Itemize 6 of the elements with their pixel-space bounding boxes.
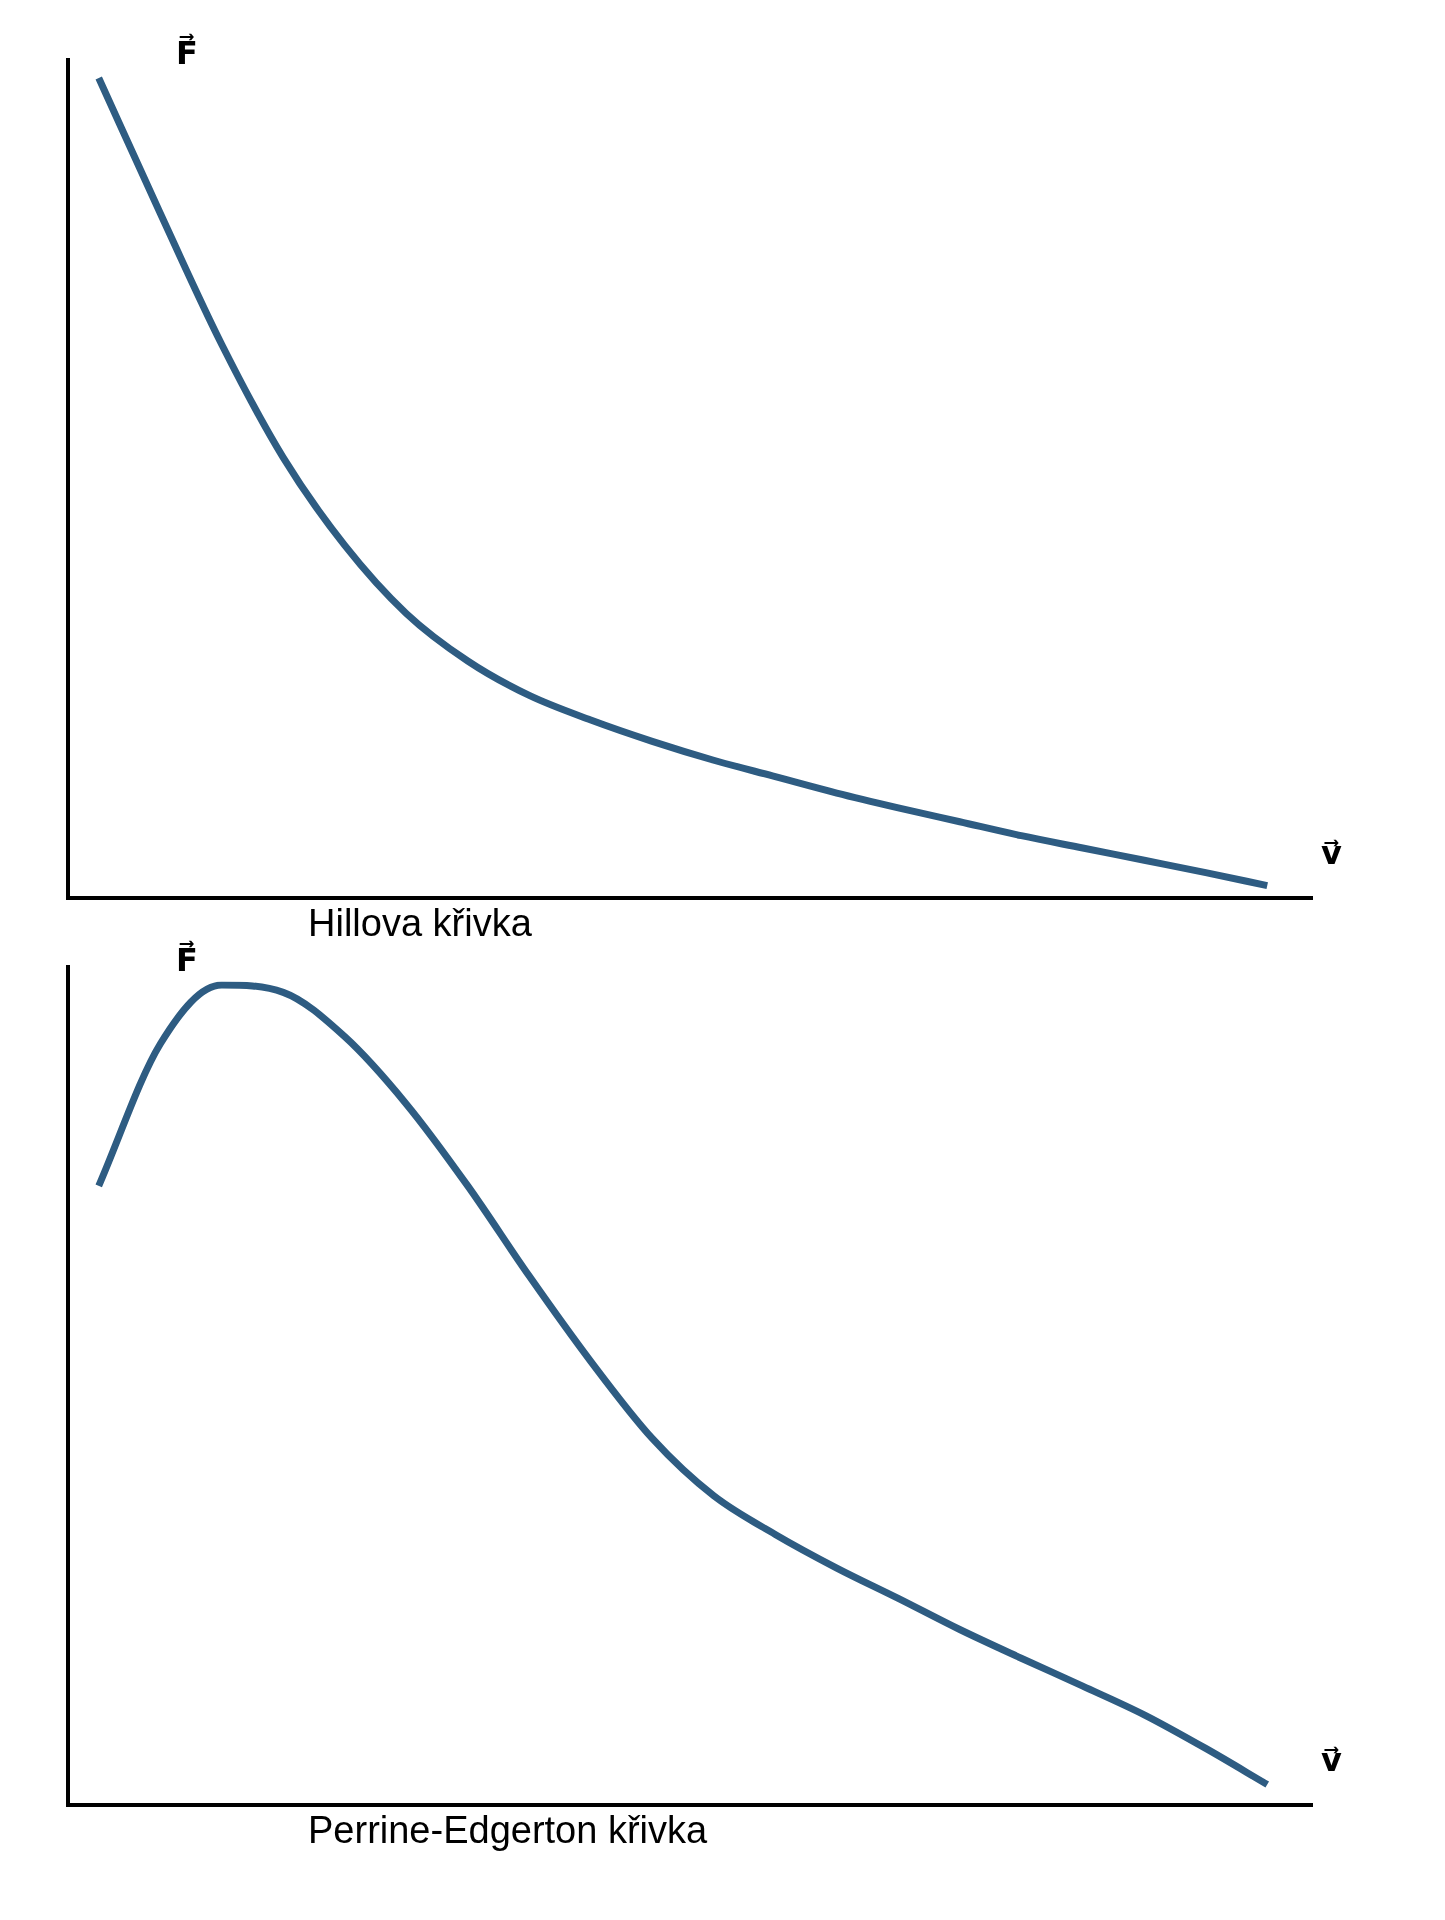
x-axis-title: v⃗ bbox=[1320, 833, 1343, 874]
text: Hillova křivka bbox=[308, 902, 532, 944]
text: Perrine-Edgerton křivka bbox=[307, 1809, 709, 1852]
y-axis-title: F⃗ bbox=[175, 32, 199, 74]
x-axis-title: v⃗ bbox=[1320, 1740, 1343, 1781]
y-axis-title: F⃗ bbox=[175, 939, 199, 981]
